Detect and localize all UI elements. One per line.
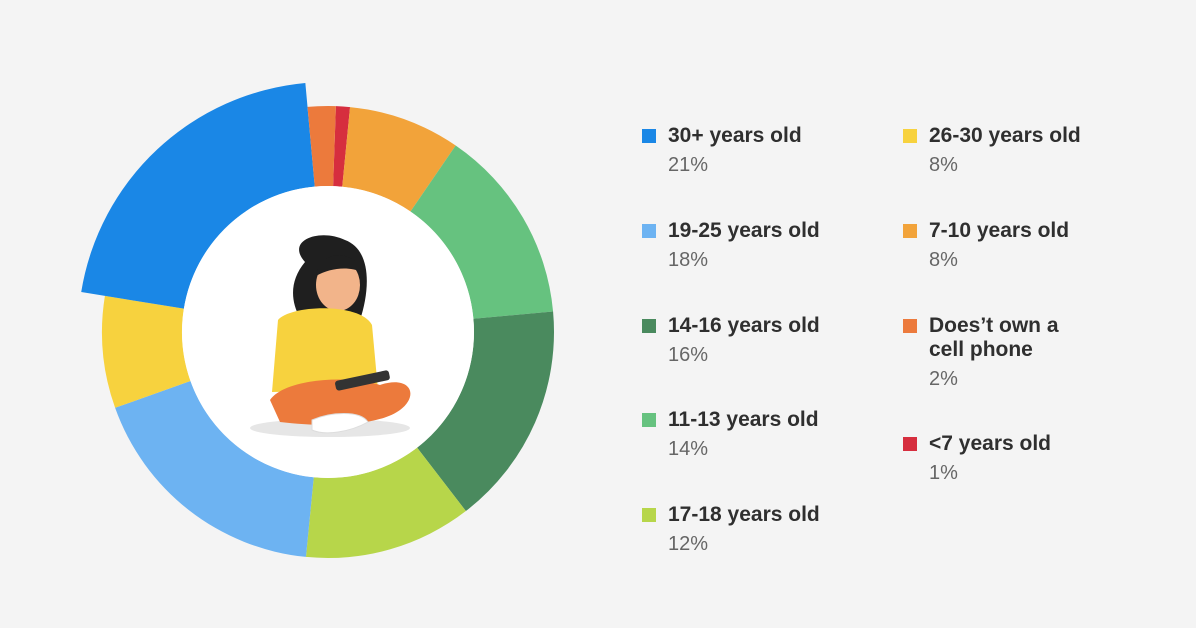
donut-slice <box>81 83 315 309</box>
legend-label: 19-25 years old <box>668 219 820 242</box>
legend-swatch <box>903 224 917 238</box>
donut-slice <box>417 311 554 512</box>
legend-value: 14% <box>668 438 709 460</box>
slices <box>81 83 554 558</box>
legend-swatch <box>903 129 917 143</box>
legend-swatch <box>903 437 917 451</box>
donut-slice <box>333 106 351 187</box>
legend-label: 30+ years old <box>668 124 802 147</box>
legend-item: <7 years old 1% <box>903 432 1109 485</box>
legend-value: 12% <box>668 533 709 555</box>
legend-value: 2% <box>929 368 958 390</box>
legend-item: 14-16 years old 16% <box>642 314 848 367</box>
legend-item: 7-10 years old 8% <box>903 219 1109 272</box>
legend-label: 17-18 years old <box>668 503 820 526</box>
legend-value: 8% <box>929 249 958 271</box>
legend-item: 17-18 years old 12% <box>642 503 848 556</box>
legend-swatch <box>903 319 917 333</box>
donut-slice <box>307 106 336 187</box>
legend-label: 26-30 years old <box>929 124 1081 147</box>
legend-item: 19-25 years old 18% <box>642 219 848 272</box>
legend-item: 30+ years old 21% <box>642 124 848 177</box>
legend-item: 11-13 years old 14% <box>642 408 848 461</box>
legend-value: 16% <box>668 344 709 366</box>
legend-value: 18% <box>668 249 709 271</box>
legend-label: Does’t own a cell phone <box>929 314 1059 361</box>
legend-swatch <box>642 413 656 427</box>
donut-slice <box>410 145 554 319</box>
legend-label: 7-10 years old <box>929 219 1070 242</box>
legend-item: Does’t own a cell phone 2% <box>903 314 1069 391</box>
legend-value: 1% <box>929 462 958 484</box>
legend-swatch <box>642 319 656 333</box>
legend-label: <7 years old <box>929 432 1051 455</box>
legend-value: 8% <box>929 154 958 176</box>
legend-label: 14-16 years old <box>668 314 820 337</box>
donut-slice <box>305 447 466 558</box>
legend-item: 26-30 years old 8% <box>903 124 1109 177</box>
donut-slice <box>115 380 314 557</box>
legend-swatch <box>642 129 656 143</box>
donut-slice <box>342 107 456 212</box>
illustration <box>250 235 411 437</box>
legend-value: 21% <box>668 154 709 176</box>
legend-swatch <box>642 224 656 238</box>
donut-slice <box>101 295 191 408</box>
legend-label: 11-13 years old <box>668 408 819 431</box>
legend-swatch <box>642 508 656 522</box>
